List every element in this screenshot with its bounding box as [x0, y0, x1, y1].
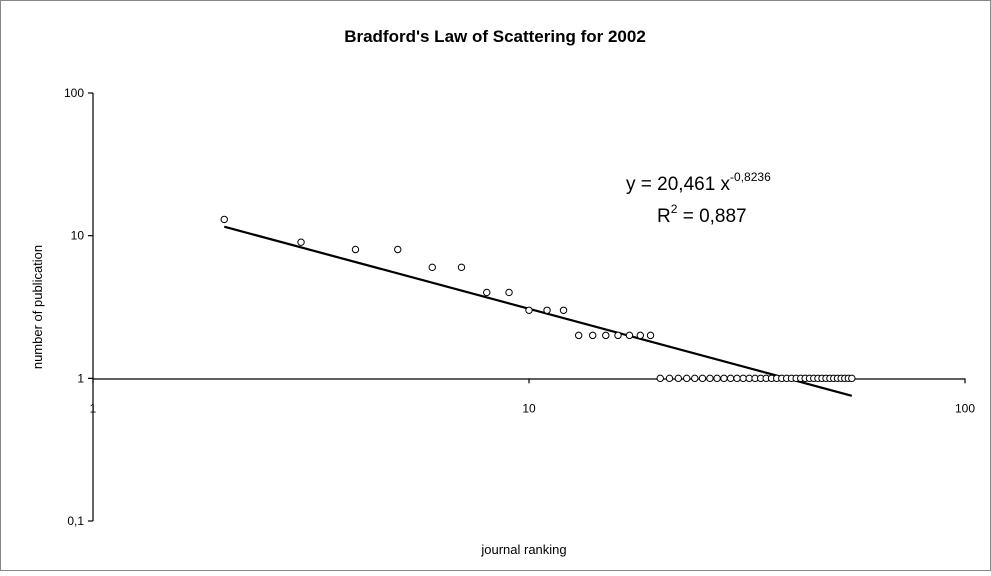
- x-tick-label: 100: [955, 401, 975, 415]
- data-point: [351, 245, 360, 254]
- data-point: [656, 374, 664, 383]
- data-point: [713, 374, 721, 383]
- data-point: [691, 374, 699, 383]
- data-point: [574, 331, 583, 340]
- data-point: [848, 374, 856, 383]
- y-tick-label: 10: [71, 229, 85, 243]
- data-point: [706, 374, 714, 383]
- data-point: [665, 374, 674, 383]
- data-point: [220, 215, 228, 224]
- data-point: [614, 331, 622, 340]
- data-point: [739, 374, 747, 383]
- data-point: [457, 263, 466, 272]
- data-point: [646, 331, 655, 340]
- data-point: [602, 331, 610, 340]
- data-point: [674, 374, 682, 383]
- data-point: [525, 306, 533, 314]
- data-point: [733, 374, 741, 383]
- y-axis-label: number of publication: [30, 245, 45, 369]
- data-point: [428, 263, 436, 272]
- data-point: [505, 288, 513, 297]
- data-point: [726, 374, 735, 383]
- y-ticks: 0,1 1 10 100: [64, 86, 93, 528]
- trendline: [223, 225, 853, 397]
- data-point: [559, 306, 568, 314]
- chart-title: Bradford's Law of Scattering for 2002: [344, 27, 646, 46]
- data-point: [394, 245, 402, 254]
- data-point: [625, 331, 634, 340]
- trendline-r2: R2 = 0,887: [657, 202, 747, 227]
- equation-base: y = 20,461 x: [626, 174, 731, 195]
- data-point: [297, 238, 305, 246]
- x-axis-label: journal ranking: [480, 542, 566, 557]
- trendline-equation: y = 20,461 x-0,8236: [626, 170, 771, 195]
- data-point: [698, 374, 707, 383]
- x-ticks: 1 10 100: [90, 378, 975, 415]
- x-tick-label: 1: [90, 401, 97, 415]
- data-point: [543, 306, 551, 314]
- data-point: [683, 374, 691, 383]
- data-points: [220, 215, 856, 383]
- r2-value: = 0,887: [677, 206, 746, 227]
- y-tick-label: 100: [64, 86, 84, 100]
- x-tick-label: 10: [522, 401, 536, 415]
- data-point: [589, 331, 597, 340]
- equation-exponent: -0,8236: [730, 170, 771, 184]
- data-point: [483, 288, 491, 297]
- data-point: [636, 331, 644, 340]
- r2-exponent: 2: [671, 202, 678, 216]
- data-point: [720, 374, 728, 383]
- r2-base: R: [657, 206, 671, 227]
- y-tick-label: 1: [77, 371, 84, 385]
- y-tick-label: 0,1: [67, 514, 84, 528]
